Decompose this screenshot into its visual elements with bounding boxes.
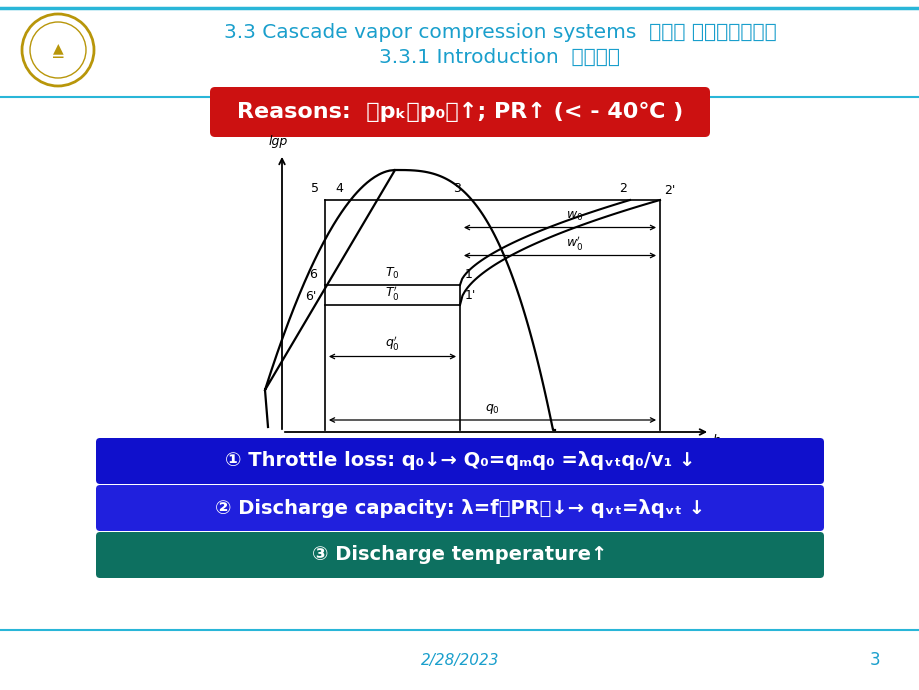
Text: 3: 3 — [452, 182, 460, 195]
Text: ▲: ▲ — [52, 41, 63, 55]
Text: 3.3.1 Introduction  一、绪论: 3.3.1 Introduction 一、绪论 — [380, 48, 619, 66]
Text: 2': 2' — [664, 184, 675, 197]
Text: 6': 6' — [305, 290, 317, 303]
Text: h: h — [712, 434, 720, 447]
Text: 4: 4 — [335, 182, 343, 195]
Text: 6: 6 — [309, 268, 317, 281]
Text: lgp: lgp — [268, 135, 288, 148]
Text: $T_0$: $T_0$ — [385, 266, 400, 281]
Text: $T_0'$: $T_0'$ — [385, 284, 400, 302]
Text: 1: 1 — [464, 268, 472, 281]
Text: $w_0$: $w_0$ — [566, 210, 583, 224]
Text: ① Throttle loss: q₀↓→ Q₀=qₘq₀ =λqᵥₜq₀/v₁ ↓: ① Throttle loss: q₀↓→ Q₀=qₘq₀ =λqᵥₜq₀/v₁… — [224, 451, 695, 471]
Text: $w_0'$: $w_0'$ — [566, 233, 583, 251]
Text: 1': 1' — [464, 289, 476, 302]
Text: $q_0$: $q_0$ — [484, 402, 499, 416]
Text: ③ Discharge temperature↑: ③ Discharge temperature↑ — [312, 546, 607, 564]
Text: Reasons:  （pₖ－p₀）↑; PR↑ (< - 40℃ ): Reasons: （pₖ－p₀）↑; PR↑ (< - 40℃ ) — [236, 102, 683, 122]
FancyBboxPatch shape — [96, 532, 823, 578]
Text: ‒: ‒ — [51, 48, 64, 68]
FancyBboxPatch shape — [96, 438, 823, 484]
Text: 3.3 Cascade vapor compression systems  第三节 复叠式制冷循环: 3.3 Cascade vapor compression systems 第三… — [223, 23, 776, 43]
Text: ② Discharge capacity: λ=f（PR）↓→ qᵥₜ=λqᵥₜ ↓: ② Discharge capacity: λ=f（PR）↓→ qᵥₜ=λqᵥₜ… — [215, 498, 704, 518]
FancyBboxPatch shape — [96, 485, 823, 531]
Text: 2: 2 — [618, 182, 627, 195]
FancyBboxPatch shape — [210, 87, 709, 137]
Text: 2/28/2023: 2/28/2023 — [420, 653, 499, 667]
Text: 5: 5 — [311, 182, 319, 195]
Text: $q_0'$: $q_0'$ — [385, 335, 400, 353]
Text: 3: 3 — [868, 651, 879, 669]
